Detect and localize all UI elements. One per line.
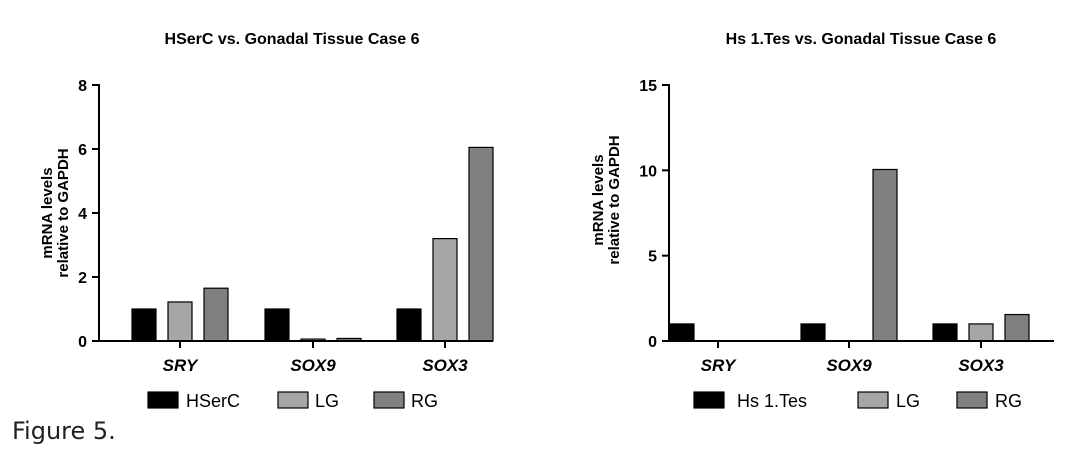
chart1-bar-sox3-hserc <box>396 308 422 342</box>
chart2-legend-label-rg: RG <box>995 391 1022 411</box>
figure-caption: Figure 5. <box>12 417 116 445</box>
chart2-legend-label-lg: LG <box>896 391 920 411</box>
chart1-legend-label-lg: LG <box>315 391 339 411</box>
chart1-legend-label-rg: RG <box>411 391 438 411</box>
chart1-y-tick-label-0: 0 <box>78 334 87 351</box>
chart2-bar-sox9-hs-1-tes <box>800 323 826 342</box>
chart2-bar-sox9-rg <box>872 168 898 342</box>
chart2-category-label-sry: SRY <box>701 356 737 375</box>
chart1-y-tick-label-4: 4 <box>78 206 87 223</box>
chart2-bar-sox3-rg <box>1004 313 1030 342</box>
chart1-category-label-sox9: SOX9 <box>290 356 336 375</box>
chart1-legend-label-hserc: HSerC <box>186 391 240 411</box>
chart1-category-label-sry: SRY <box>163 356 199 375</box>
chart2-y-tick-label-0: 0 <box>648 334 657 351</box>
chart2-legend-swatch-hs-1-tes <box>693 391 725 409</box>
chart2-legend-swatch-lg <box>857 391 889 409</box>
chart2-legend-swatch-rg <box>956 391 988 409</box>
chart1-y-tick-label-2: 2 <box>78 270 87 287</box>
chart1-legend-swatch-rg <box>373 391 405 409</box>
chart1-bar-sry-lg <box>167 301 193 342</box>
chart1-legend-swatch-hserc <box>147 391 179 409</box>
chart1-y-tick-label-6: 6 <box>78 142 87 159</box>
chart1-legend-swatch-lg <box>277 391 309 409</box>
chart1-category-label-sox3: SOX3 <box>422 356 468 375</box>
chart1-bar-sry-hserc <box>131 308 157 342</box>
chart1-bar-sox3-rg <box>468 146 494 342</box>
chart2-y-tick-label-5: 5 <box>648 249 657 266</box>
chart1-bar-sox9-hserc <box>264 308 290 342</box>
chart2-y-tick-label-10: 10 <box>639 163 657 180</box>
chart2-ylabel-line2: relative to GAPDH <box>606 135 623 264</box>
chart2-legend-label-hs-1-tes: Hs 1.Tes <box>737 391 807 411</box>
chart1-bar-sox3-lg <box>432 238 458 342</box>
chart2-category-label-sox3: SOX3 <box>958 356 1004 375</box>
chart1-ylabel-line1: mRNA levels <box>39 167 56 258</box>
chart2-bar-sry-hs-1-tes <box>669 323 695 342</box>
chart1-y-tick-label-8: 8 <box>78 78 87 95</box>
chart1-bar-sry-rg <box>203 287 229 342</box>
chart2-bar-sox3-lg <box>968 323 994 342</box>
chart2-category-label-sox9: SOX9 <box>826 356 872 375</box>
chart2-title: Hs 1.Tes vs. Gonadal Tissue Case 6 <box>726 31 997 48</box>
chart1-ylabel-line2: relative to GAPDH <box>55 148 72 277</box>
chart2-y-tick-label-15: 15 <box>639 78 657 95</box>
chart2-bar-sox3-hs-1-tes <box>932 323 958 342</box>
chart2-ylabel-line1: mRNA levels <box>590 154 607 245</box>
chart1-title: HSerC vs. Gonadal Tissue Case 6 <box>165 31 420 48</box>
